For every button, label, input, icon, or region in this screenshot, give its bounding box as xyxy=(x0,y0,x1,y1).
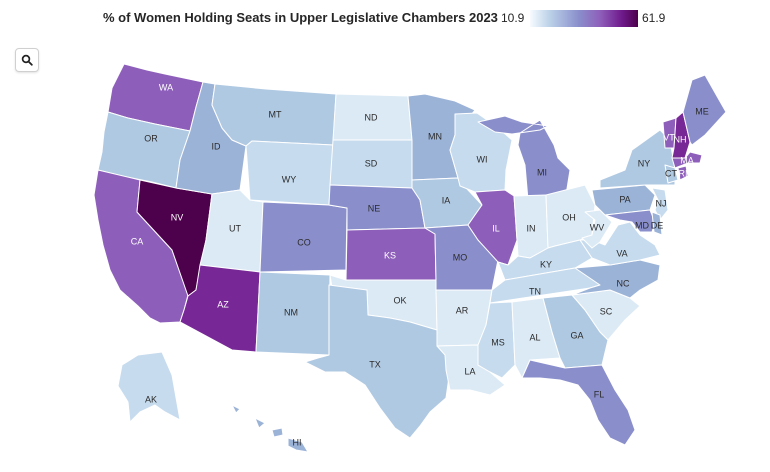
state-nd[interactable] xyxy=(332,93,413,141)
state-ny[interactable] xyxy=(599,129,676,189)
state-mi[interactable] xyxy=(477,115,571,201)
state-mt[interactable] xyxy=(211,83,337,147)
state-ks[interactable] xyxy=(345,227,437,281)
state-me[interactable] xyxy=(682,74,727,146)
state-ri[interactable] xyxy=(677,165,689,181)
search-icon xyxy=(21,54,33,66)
state-va[interactable] xyxy=(579,221,661,266)
state-tx[interactable] xyxy=(304,284,451,439)
state-wy[interactable] xyxy=(245,140,334,206)
legend-color-scale xyxy=(530,10,638,27)
state-ak[interactable] xyxy=(117,351,181,423)
state-md[interactable] xyxy=(604,209,656,233)
state-ct[interactable] xyxy=(664,164,679,184)
state-co[interactable] xyxy=(259,201,348,273)
state-hi[interactable] xyxy=(231,404,309,453)
state-ma[interactable] xyxy=(671,151,703,169)
search-button[interactable] xyxy=(15,48,39,72)
map-title: % of Women Holding Seats in Upper Legisl… xyxy=(103,10,498,25)
legend-min-value: 10.9 xyxy=(501,11,525,25)
state-nm[interactable] xyxy=(255,271,331,356)
state-fl[interactable] xyxy=(521,359,636,446)
state-in[interactable] xyxy=(513,194,549,259)
state-sd[interactable] xyxy=(329,139,413,189)
legend-max-value: 61.9 xyxy=(642,11,666,25)
state-de[interactable] xyxy=(651,211,663,236)
